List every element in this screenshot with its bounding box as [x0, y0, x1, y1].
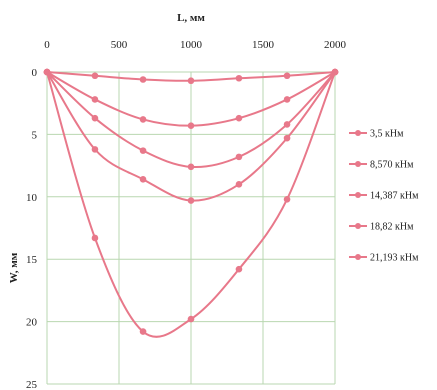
data-point	[283, 121, 291, 128]
data-point	[43, 68, 51, 76]
series-lines	[43, 68, 339, 338]
data-point	[187, 163, 195, 171]
data-point	[139, 116, 147, 123]
legend-item: 8,570 кНм	[349, 160, 414, 171]
data-point	[235, 153, 243, 161]
legend-swatch-marker	[355, 254, 361, 260]
legend-label: 3,5 кНм	[370, 129, 404, 140]
legend-swatch-marker	[355, 161, 361, 167]
data-point	[235, 114, 243, 122]
axes: 0 500 1000 1500 2000 0 5 10 15 20 25	[26, 39, 347, 390]
legend-item: 3,5 кНм	[349, 129, 404, 140]
y-tick-label: 0	[32, 67, 38, 79]
legend-item: 18,82 кНм	[349, 222, 414, 233]
data-point	[139, 328, 147, 335]
y-tick-label: 15	[26, 254, 38, 266]
legend-label: 8,570 кНм	[370, 160, 414, 171]
data-point	[139, 147, 147, 154]
data-point	[187, 315, 195, 323]
legend-swatch-marker	[355, 130, 361, 136]
data-point	[91, 72, 99, 80]
x-tick-label: 2000	[324, 39, 347, 51]
legend-swatch-marker	[355, 192, 361, 198]
series-5	[43, 68, 339, 338]
y-axis-title: W, мм	[8, 252, 20, 283]
y-tick-label: 10	[26, 192, 38, 204]
data-point	[283, 134, 291, 142]
x-axis-title: L, мм	[177, 12, 205, 24]
legend: 3,5 кНм 8,570 кНм 14,387 кНм 18,82 кНм 21,19…	[349, 129, 419, 264]
data-point	[91, 96, 99, 103]
x-tick-label: 0	[44, 39, 50, 51]
data-point	[235, 265, 243, 273]
data-point	[139, 76, 147, 83]
legend-label: 21,193 кНм	[370, 253, 419, 264]
data-point	[91, 234, 99, 242]
y-tick-label: 5	[32, 129, 38, 141]
data-point	[235, 181, 243, 188]
data-point	[187, 77, 195, 85]
data-point	[187, 197, 195, 204]
data-point	[91, 146, 99, 153]
data-point	[283, 195, 291, 203]
data-point	[187, 122, 195, 129]
legend-item: 21,193 кНм	[349, 253, 419, 264]
legend-label: 18,82 кНм	[370, 222, 414, 233]
x-tick-label: 1000	[180, 39, 203, 51]
data-point	[91, 114, 99, 122]
x-tick-label: 1500	[252, 39, 275, 51]
data-point	[283, 72, 291, 80]
y-tick-label: 20	[26, 317, 38, 329]
x-tick-label: 500	[111, 39, 128, 51]
y-tick-label: 25	[26, 379, 38, 390]
data-point	[283, 96, 291, 103]
legend-label: 14,387 кНм	[370, 191, 419, 202]
legend-item: 14,387 кНм	[349, 191, 419, 202]
data-point	[139, 176, 147, 183]
data-point	[235, 74, 243, 82]
data-point	[331, 68, 339, 76]
legend-swatch-marker	[355, 223, 361, 229]
